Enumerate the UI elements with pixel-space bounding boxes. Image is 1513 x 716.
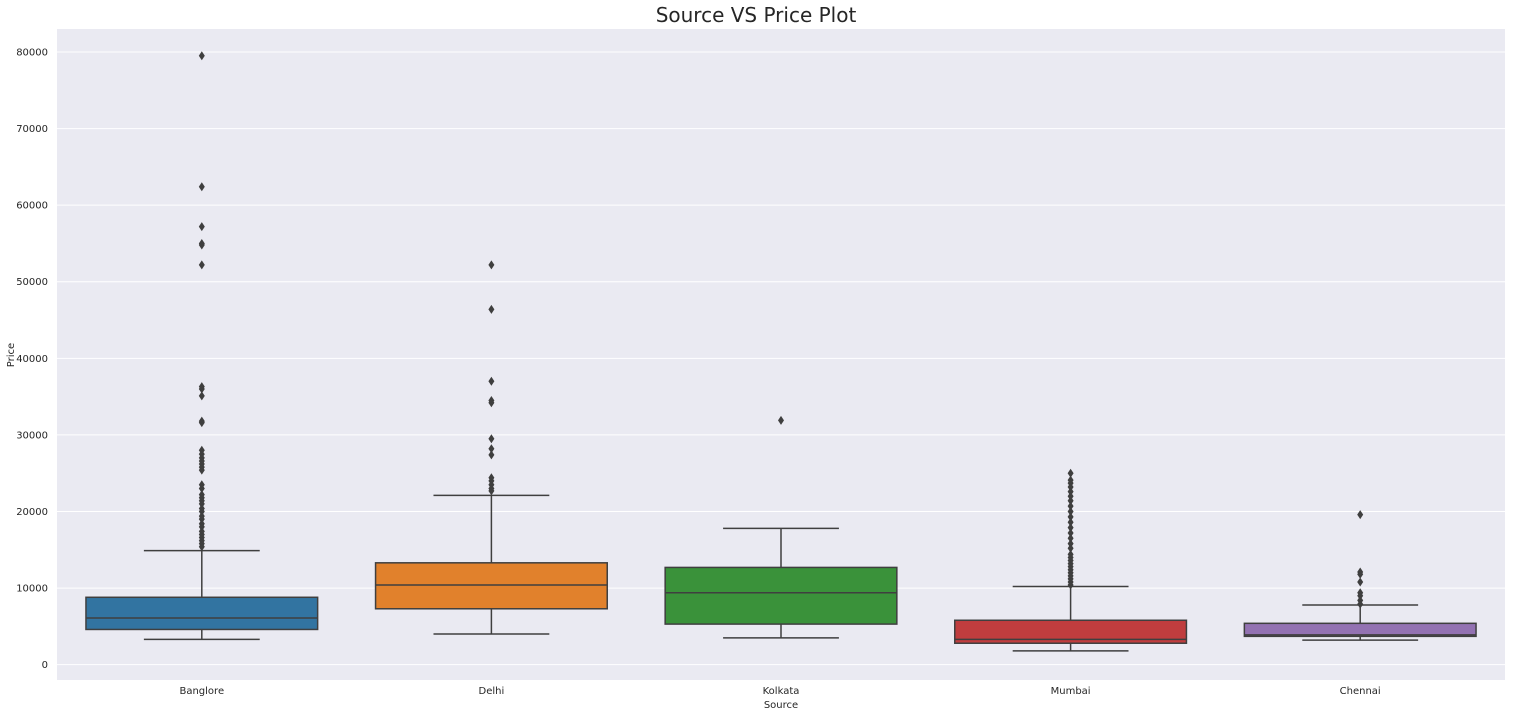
box-chennai	[1243, 510, 1477, 641]
box-banglore	[85, 51, 319, 641]
outlier-point	[1067, 517, 1074, 527]
iqr-box-banglore	[85, 596, 319, 631]
y-tick-label: 40000	[16, 354, 48, 365]
outlier-point	[1357, 577, 1364, 587]
box-kolkata	[664, 415, 898, 639]
outlier-point	[488, 376, 495, 386]
outlier-point	[1067, 507, 1074, 517]
iqr-box-delhi	[374, 562, 608, 610]
outlier-point	[1067, 496, 1074, 506]
outlier-point	[778, 415, 784, 425]
outlier-point	[488, 304, 495, 314]
x-axis-label: Source	[764, 700, 798, 711]
iqr-box-chennai	[1243, 622, 1477, 638]
x-tick-labels: Banglore Delhi Kolkata Mumbai Chennai	[179, 686, 1380, 697]
y-tick-label: 10000	[16, 584, 48, 595]
outlier-point	[1357, 599, 1364, 609]
outlier-point	[198, 499, 205, 509]
outlier-point	[488, 398, 495, 408]
y-tick-label: 0	[42, 660, 48, 671]
outlier-point	[198, 418, 205, 428]
outlier-point	[198, 391, 205, 401]
y-tick-label: 80000	[16, 47, 48, 58]
outlier-point	[1067, 580, 1074, 590]
box-series	[85, 51, 1477, 652]
x-tick-label-banglore: Banglore	[179, 686, 224, 697]
y-tick-label: 20000	[16, 507, 48, 518]
chart-title: Source VS Price Plot	[656, 3, 857, 27]
y-tick-label: 60000	[16, 201, 48, 212]
outlier-point	[198, 222, 205, 232]
outlier-point	[488, 444, 495, 454]
outlier-point	[1067, 543, 1074, 553]
iqr-box-mumbai	[954, 619, 1188, 644]
outlier-point	[198, 384, 205, 394]
outlier-point	[488, 260, 495, 270]
outlier-point	[198, 542, 205, 552]
y-tick-label: 70000	[16, 124, 48, 135]
outlier-point	[1067, 523, 1074, 533]
outlier-point	[198, 507, 205, 517]
y-tick-label: 30000	[16, 430, 48, 441]
iqr-box-kolkata	[664, 566, 898, 625]
outlier-point	[198, 465, 205, 475]
x-tick-label-chennai: Chennai	[1340, 686, 1381, 697]
outlier-point	[1357, 510, 1364, 520]
y-tick-labels: 0 10000 20000 30000 40000 50000 60000 70000 8000…	[16, 47, 48, 671]
outlier-point	[1067, 468, 1074, 478]
outlier-point	[198, 182, 205, 192]
outlier-point	[198, 51, 205, 61]
outlier-point	[198, 484, 205, 494]
outlier-point	[488, 434, 495, 444]
y-tick-label: 50000	[16, 277, 48, 288]
outlier-point	[1067, 528, 1074, 538]
outlier-point	[488, 450, 495, 460]
box-mumbai	[954, 468, 1188, 652]
outlier-point	[1357, 591, 1364, 601]
x-tick-label-delhi: Delhi	[479, 686, 505, 697]
y-axis-label: Price	[6, 343, 17, 367]
outlier-point	[198, 522, 205, 532]
outlier-point	[1067, 491, 1074, 501]
x-tick-label-mumbai: Mumbai	[1051, 686, 1091, 697]
outlier-point	[1067, 533, 1074, 543]
outlier-point	[488, 486, 495, 496]
outlier-point	[198, 240, 205, 250]
x-tick-label-kolkata: Kolkata	[763, 686, 800, 697]
outlier-point	[1067, 487, 1074, 497]
outlier-point	[1067, 482, 1074, 492]
outlier-point	[1357, 569, 1364, 579]
outlier-point	[1067, 501, 1074, 511]
outlier-point	[198, 514, 205, 524]
outlier-point	[1067, 512, 1074, 522]
outlier-point	[1067, 539, 1074, 549]
outlier-point	[198, 260, 205, 270]
box-delhi	[374, 260, 608, 635]
